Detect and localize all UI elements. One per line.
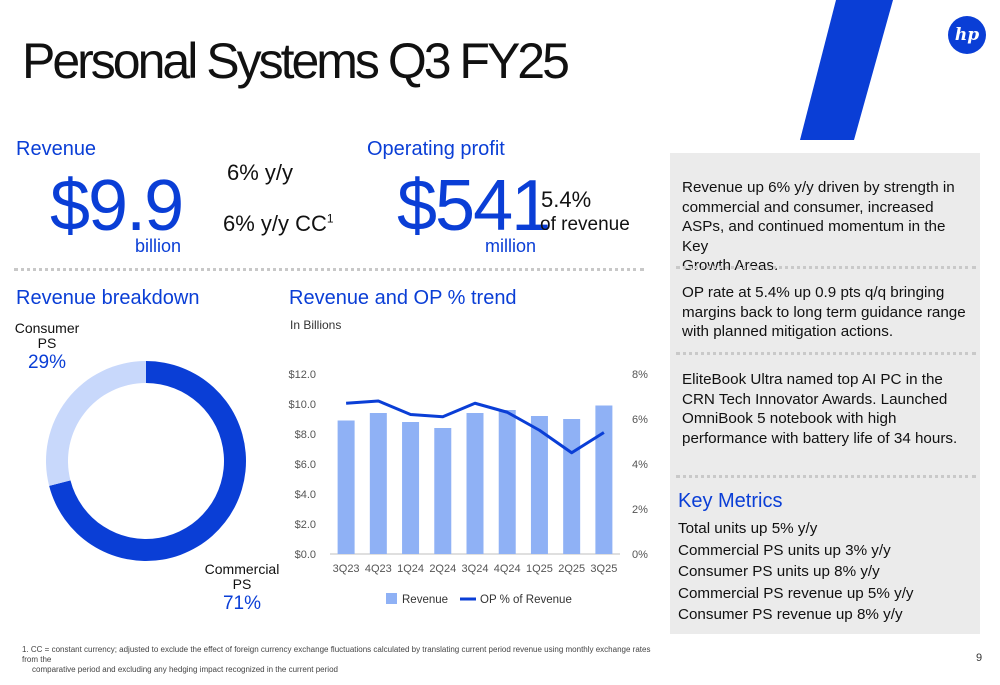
commercial-label-line1: Commercial	[204, 561, 280, 577]
operating-profit-value: $541	[397, 166, 551, 246]
trend-subheading: In Billions	[290, 318, 342, 332]
revenue-bar	[595, 405, 613, 554]
revenue-op-trend-chart: $0.0 $2.0 $4.0 $6.0 $8.0 $10.0 $12.0 0% 2% 4% 6% 8%…	[288, 369, 648, 606]
highlight-line: with planned mitigation actions.	[682, 323, 894, 340]
y-tick-label: $4.0	[295, 489, 316, 501]
revenue-bar	[563, 419, 581, 554]
commercial-pct: 71%	[222, 593, 262, 614]
panel-divider	[676, 266, 976, 269]
consumer-pct: 29%	[27, 352, 67, 373]
key-metrics-list: Total units up 5% y/y Commercial PS unit…	[678, 518, 973, 626]
x-tick-label: 4Q24	[494, 563, 521, 575]
x-tick-label: 3Q23	[333, 563, 360, 575]
y2-tick-label: 8%	[632, 369, 648, 381]
key-metric-item: Consumer PS revenue up 8% y/y	[678, 606, 903, 623]
revenue-bar	[466, 413, 484, 554]
x-tick-label: 4Q23	[365, 563, 392, 575]
x-tick-label: 2Q25	[558, 563, 585, 575]
legend-revenue-label: Revenue	[402, 594, 448, 606]
key-metric-item: Consumer PS units up 8% y/y	[678, 563, 880, 580]
highlight-revenue: Revenue up 6% y/y driven by strength in …	[682, 178, 972, 276]
revenue-bar	[530, 416, 548, 554]
footnote: 1. CC = constant currency; adjusted to e…	[22, 645, 662, 675]
consumer-label-line1: Consumer	[14, 320, 80, 336]
commercial-label: Commercial PS	[204, 562, 280, 592]
operating-profit-pct-label: of revenue	[540, 214, 630, 235]
x-tick-label: 3Q25	[590, 563, 617, 575]
highlight-line: margins back to long term guidance range	[682, 303, 966, 321]
revenue-unit: billion	[135, 236, 182, 256]
operating-profit-unit: million	[485, 236, 537, 256]
highlight-products: EliteBook Ultra named top AI PC in the C…	[682, 370, 972, 448]
highlight-line: performance with battery life of 34 hour…	[682, 429, 958, 447]
y2-tick-label: 6%	[632, 414, 648, 426]
y2-tick-label: 4%	[632, 459, 648, 471]
revenue-donut-chart	[46, 361, 246, 562]
highlight-op-rate: OP rate at 5.4% up 0.9 pts q/q bringing …	[682, 283, 972, 342]
highlights-panel	[670, 153, 980, 634]
revenue-heading: Revenue	[16, 138, 97, 160]
key-metrics-heading: Key Metrics	[678, 490, 783, 512]
y-tick-label: $10.0	[288, 399, 316, 411]
donut-slice-consumer-ps	[46, 361, 147, 486]
legend-revenue-swatch	[386, 593, 397, 604]
revenue-bar	[369, 413, 387, 554]
highlight-line: EliteBook Ultra named top AI PC in the	[682, 371, 943, 388]
hp-logo: hp	[948, 16, 986, 54]
operating-profit-pct: 5.4%	[541, 187, 592, 212]
x-tick-label: 1Q25	[526, 563, 553, 575]
highlight-line: commercial and consumer, increased	[682, 198, 934, 216]
revenue-bar	[402, 422, 420, 554]
revenue-bar	[498, 410, 516, 554]
panel-divider	[676, 475, 976, 478]
revenue-bar	[434, 428, 452, 554]
footnote-ref: 1	[326, 211, 334, 226]
highlight-line: OmniBook 5 notebook with high	[682, 410, 897, 427]
trend-heading: Revenue and OP % trend	[289, 287, 517, 309]
y-tick-label: $8.0	[295, 429, 316, 441]
breakdown-heading: Revenue breakdown	[16, 287, 200, 309]
revenue-yy-cc: 6% y/y CC1	[223, 211, 334, 237]
commercial-label-line2: PS	[232, 576, 252, 592]
x-tick-label: 3Q24	[462, 563, 489, 575]
section-divider	[14, 268, 644, 271]
highlight-line: ASPs, and continued momentum in the Key	[682, 218, 946, 255]
revenue-yy: 6% y/y	[227, 160, 294, 185]
legend-op-label: OP % of Revenue	[480, 594, 572, 606]
panel-divider	[676, 352, 976, 355]
revenue-bar	[337, 420, 355, 554]
footnote-line: 1. CC = constant currency; adjusted to e…	[22, 645, 651, 664]
revenue-yy-cc-text: 6% y/y CC	[223, 211, 327, 236]
key-metric-item: Total units up 5% y/y	[678, 520, 818, 537]
footnote-line: comparative period and excluding any hed…	[32, 665, 338, 674]
op-pct-line	[346, 399, 605, 455]
y2-tick-label: 0%	[632, 549, 648, 561]
consumer-label: Consumer PS	[12, 321, 82, 351]
key-metric-item: Commercial PS revenue up 5% y/y	[678, 584, 914, 602]
slide-title: Personal Systems Q3 FY25	[22, 33, 570, 89]
x-tick-label: 1Q24	[397, 563, 424, 575]
y-tick-label: $0.0	[295, 549, 316, 561]
x-tick-label: 2Q24	[429, 563, 456, 575]
y-tick-label: $6.0	[295, 459, 316, 471]
operating-profit-heading: Operating profit	[367, 138, 505, 160]
y-tick-label: $12.0	[288, 369, 316, 381]
revenue-value: $9.9	[50, 166, 184, 246]
consumer-label-line2: PS	[37, 335, 57, 351]
y-tick-label: $2.0	[295, 519, 316, 531]
y2-tick-label: 2%	[632, 504, 648, 516]
highlight-line: CRN Tech Innovator Awards. Launched	[682, 390, 948, 408]
highlight-line: Growth Areas.	[682, 257, 779, 274]
highlight-line: OP rate at 5.4% up 0.9 pts q/q bringing	[682, 284, 945, 301]
key-metric-item: Commercial PS units up 3% y/y	[678, 541, 891, 559]
highlight-line: Revenue up 6% y/y driven by strength in	[682, 179, 955, 196]
page-number: 9	[976, 652, 983, 664]
